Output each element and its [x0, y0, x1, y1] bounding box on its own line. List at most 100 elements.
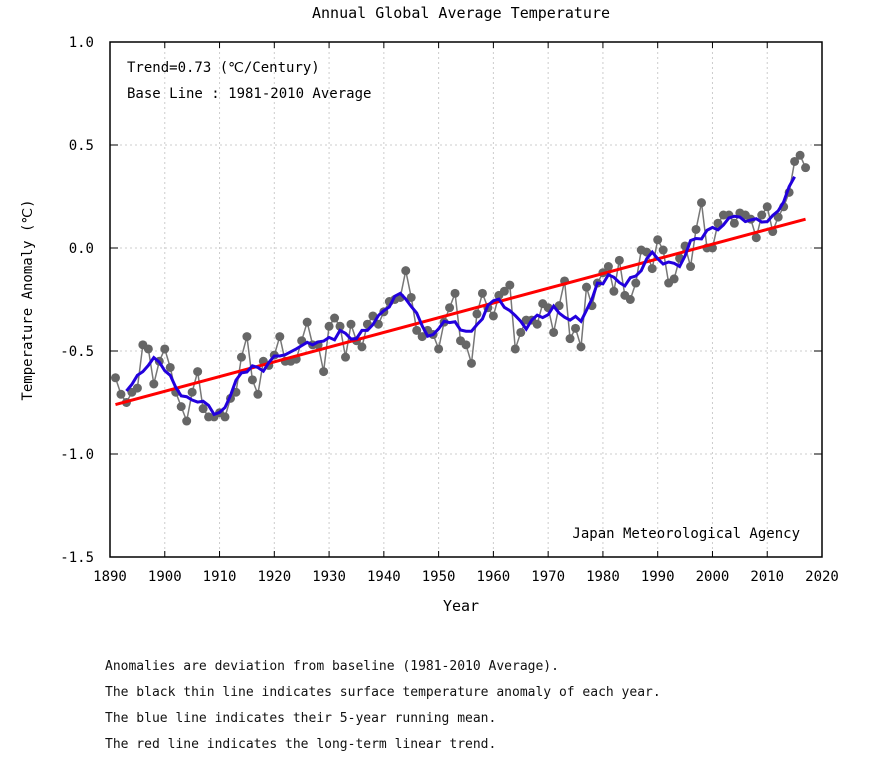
note-baseline: Anomalies are deviation from baseline (1…	[105, 659, 559, 674]
annual-anomaly-point	[341, 352, 351, 362]
annual-anomaly-point	[686, 262, 696, 272]
annual-anomaly-point	[751, 233, 761, 243]
chart-title: Annual Global Average Temperature	[312, 4, 610, 22]
annual-anomaly-point	[198, 404, 208, 414]
annual-anomaly-point	[697, 198, 707, 208]
annual-anomaly-point	[461, 340, 471, 350]
annual-anomaly-point	[132, 383, 142, 393]
annual-anomaly-point	[609, 286, 619, 296]
annual-anomaly-point	[472, 309, 482, 319]
annual-anomaly-point	[236, 352, 246, 362]
x-tick-label: 1920	[257, 569, 291, 585]
annual-anomaly-point	[488, 311, 498, 321]
notes: Anomalies are deviation from baseline (1…	[105, 654, 661, 758]
temperature-chart: Annual Global Average Temperature 1890 19…	[20, 4, 839, 615]
x-tick-label: 2000	[696, 569, 730, 585]
x-tick-label: 1990	[641, 569, 675, 585]
annual-anomaly-point	[357, 342, 367, 352]
annual-anomaly-line	[114, 153, 807, 424]
annual-anomaly-point	[603, 262, 613, 272]
annual-anomaly-point	[631, 278, 641, 288]
annual-anomaly-point	[247, 375, 257, 385]
annual-anomaly-point	[658, 245, 668, 255]
annual-anomaly-point	[795, 150, 805, 160]
baseline-annotation: Base Line : 1981-2010 Average	[127, 86, 371, 102]
y-axis-label: Temperature Anomaly (℃)	[20, 199, 36, 400]
annual-anomaly-point	[581, 282, 591, 292]
x-tick-label: 2020	[805, 569, 839, 585]
annual-anomaly-point	[614, 255, 624, 265]
annual-anomaly-point	[434, 344, 444, 354]
x-tick-label: 1980	[586, 569, 620, 585]
annual-anomaly-point	[801, 163, 811, 173]
annual-anomaly-point	[762, 202, 772, 212]
annual-anomaly-point	[647, 264, 657, 274]
annual-anomaly-point	[477, 288, 487, 298]
annual-anomaly-point	[319, 367, 329, 377]
annual-anomaly-point	[691, 224, 701, 234]
annual-anomaly-point	[335, 321, 345, 331]
y-tick-label: -1.5	[60, 550, 94, 566]
x-tick-label: 1900	[148, 569, 182, 585]
annual-anomaly-point	[576, 342, 586, 352]
running-mean-line	[125, 175, 796, 417]
annual-anomaly-point	[625, 295, 635, 304]
x-tick-label: 1890	[93, 569, 127, 585]
annual-anomaly-point	[182, 416, 192, 426]
x-tick-label: 1950	[422, 569, 456, 585]
x-tick-label: 1940	[367, 569, 401, 585]
annual-anomaly-point	[176, 402, 186, 412]
x-tick-label: 1960	[477, 569, 511, 585]
annual-anomaly-point	[406, 292, 416, 302]
x-tick-label: 1930	[312, 569, 346, 585]
annual-anomaly-point	[110, 373, 120, 383]
y-tick-label: -1.0	[60, 447, 94, 463]
annual-anomaly-point	[499, 286, 509, 296]
annual-anomaly-point	[302, 317, 312, 327]
annual-anomaly-point	[324, 321, 334, 331]
annual-anomaly-point	[532, 319, 542, 329]
annual-anomaly-point	[165, 362, 175, 372]
note-red-line: The red line indicates the long-term lin…	[105, 737, 497, 752]
annual-anomaly-point	[516, 327, 526, 337]
y-tick-label: -0.5	[60, 344, 94, 360]
annual-anomaly-point	[417, 332, 427, 342]
annual-anomaly-point	[412, 325, 422, 335]
x-axis-label: Year	[443, 597, 479, 615]
annual-anomaly-point	[193, 367, 203, 377]
x-tick-label: 1910	[203, 569, 237, 585]
x-tick-label: 2010	[750, 569, 784, 585]
linear-trend-line	[115, 217, 806, 407]
plot-frame	[109, 41, 823, 558]
annual-anomaly-point	[220, 412, 230, 422]
annual-anomaly-point	[143, 344, 153, 354]
annual-anomaly-point	[187, 387, 197, 397]
annual-anomaly-point	[729, 218, 739, 228]
x-tick-label: 1970	[531, 569, 565, 585]
annual-anomaly-point	[401, 266, 411, 276]
note-blue-line: The blue line indicates their 5-year run…	[105, 711, 497, 726]
annual-anomaly-point	[773, 212, 783, 222]
y-tick-label: 0.5	[69, 138, 94, 154]
annual-anomaly-point	[757, 210, 767, 220]
annual-anomaly-point	[242, 332, 252, 342]
credit-label: Japan Meteorological Agency	[572, 526, 800, 542]
note-black-line: The black thin line indicates surface te…	[105, 685, 661, 700]
annual-anomaly-point	[253, 389, 263, 399]
annual-anomaly-point	[510, 344, 520, 354]
annual-anomaly-point	[160, 344, 170, 354]
annual-anomaly-point	[713, 218, 723, 228]
annual-anomaly-point	[116, 389, 126, 399]
annual-anomaly-point	[346, 319, 356, 329]
annual-anomaly-point	[565, 334, 575, 344]
annual-anomaly-point	[466, 358, 476, 368]
annual-anomaly-point	[669, 274, 679, 284]
annual-anomaly-point	[549, 327, 559, 337]
annual-anomaly-point	[445, 303, 455, 313]
annual-anomaly-point	[149, 379, 159, 389]
y-tick-label: 1.0	[69, 35, 94, 51]
trend-annotation: Trend=0.73 (℃/Century)	[127, 60, 320, 76]
annual-anomaly-point	[571, 323, 581, 333]
y-tick-label: 0.0	[69, 241, 94, 257]
annual-anomaly-point	[450, 288, 460, 298]
